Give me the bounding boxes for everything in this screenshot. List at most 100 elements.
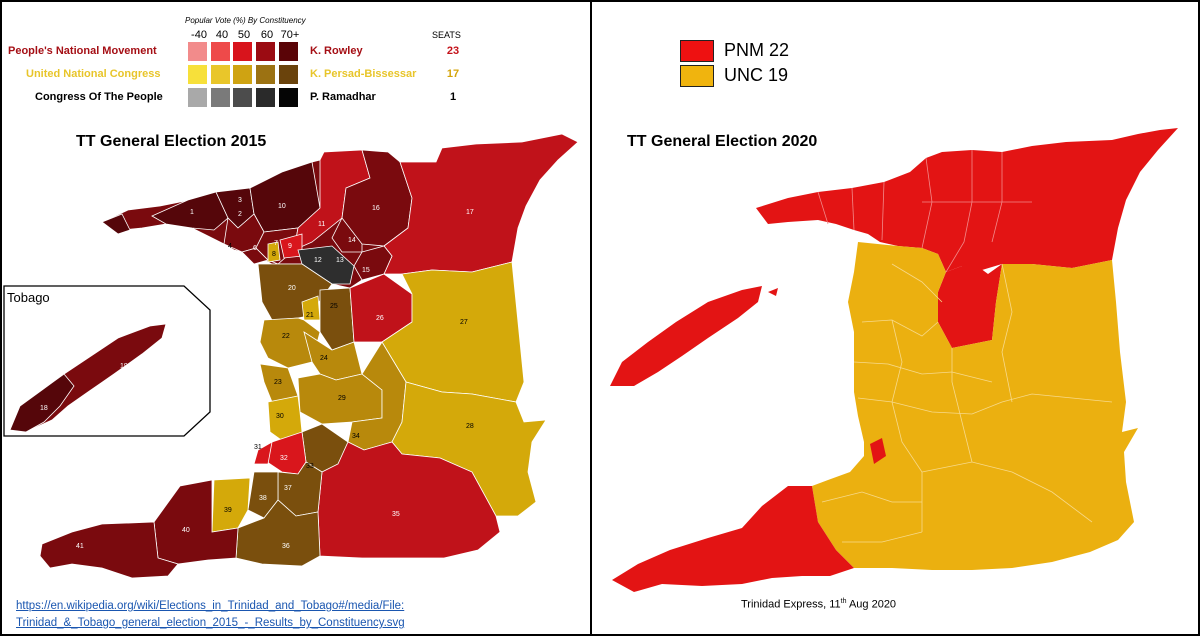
pnm-swatch <box>188 42 207 61</box>
range-label: 70+ <box>280 29 300 41</box>
trinidad-2015-map: 19 18 <box>3 133 579 579</box>
source-link[interactable]: https://en.wikipedia.org/wiki/Elections_… <box>16 598 496 632</box>
district-label: 13 <box>336 257 344 264</box>
district-label: 2 <box>238 211 242 218</box>
unc-swatch <box>211 65 230 84</box>
north-boundaries <box>817 150 1032 273</box>
north-pnm-2020 <box>756 128 1178 272</box>
district-label: 16 <box>372 205 380 212</box>
district-label: 37 <box>284 485 292 492</box>
district-label: 19 <box>120 363 128 370</box>
district-label: 33 <box>306 463 314 470</box>
district-25 <box>319 287 355 351</box>
district-label: 11 <box>318 221 325 228</box>
caption-text: Trinidad Express, 11 <box>741 598 841 611</box>
constituency-boundaries <box>821 263 1113 543</box>
range-label: 60 <box>260 29 274 41</box>
leader-unc: K. Persad-Bissessar <box>310 68 417 80</box>
seats-cop: 1 <box>449 91 457 103</box>
tobago-islet <box>768 288 778 296</box>
unc-legend-label: UNC 19 <box>724 65 789 85</box>
tobago-inset-frame <box>3 285 211 437</box>
district-label: 15 <box>362 267 370 274</box>
district-label: 17 <box>466 209 474 216</box>
district-label: 1 <box>190 209 194 216</box>
cop-swatch <box>256 88 275 107</box>
district-label: 28 <box>466 423 474 430</box>
range-label: 40 <box>215 29 229 41</box>
district-label: 38 <box>259 495 267 502</box>
tobago-inset-label: Tobago <box>7 290 50 305</box>
party-name-unc: United National Congress <box>26 68 161 80</box>
district-18 <box>9 373 75 433</box>
district-17 <box>383 133 579 275</box>
tip-island <box>101 213 131 235</box>
caption-sup: th <box>840 598 847 605</box>
district-label: 14 <box>348 237 356 244</box>
cop-swatch <box>279 88 298 107</box>
pnm-legend-label: PNM 22 <box>724 40 790 60</box>
district-label: 40 <box>182 527 190 534</box>
party-name-pnm: People's National Movement <box>8 45 157 57</box>
district-label: 29 <box>338 395 346 402</box>
cop-swatch <box>211 88 230 107</box>
pnm-swatch <box>211 42 230 61</box>
unc-swatch <box>188 65 207 84</box>
seats-unc: 17 <box>446 68 460 80</box>
district-label: 39 <box>224 507 232 514</box>
election-2015-panel: Popular Vote (%) By Constituency -40 40 … <box>0 0 592 636</box>
district-1 <box>151 191 229 231</box>
election-2020-panel: PNM 22 UNC 19 TT General Election 2020 <box>590 0 1200 636</box>
district-label: 35 <box>392 511 400 518</box>
popular-vote-caption: Popular Vote (%) By Constituency <box>185 16 306 25</box>
pnm-swatch <box>279 42 298 61</box>
district-label: 6 <box>253 245 257 252</box>
unc-swatch <box>279 65 298 84</box>
seats-header: SEATS <box>432 30 461 40</box>
district-label: 34 <box>352 433 360 440</box>
district-label: 3 <box>238 197 242 204</box>
district-31 <box>253 441 273 465</box>
district-14 <box>331 217 363 253</box>
leader-pnm: K. Rowley <box>310 45 363 57</box>
leader-cop: P. Ramadhar <box>310 91 376 103</box>
district-8 <box>267 241 281 263</box>
source-link-line2[interactable]: Trinidad_&_Tobago_general_election_2015_… <box>16 617 405 629</box>
southwest-pnm-2020 <box>612 486 854 592</box>
seats-pnm: 23 <box>446 45 460 57</box>
district-label: 22 <box>282 333 290 340</box>
district-label: 21 <box>306 312 314 319</box>
cop-swatch <box>233 88 252 107</box>
trinidad-2020-map <box>610 128 1178 592</box>
district-36 <box>235 499 321 567</box>
district-label: 25 <box>330 303 338 310</box>
pnm-swatch <box>256 42 275 61</box>
district-label: 27 <box>460 319 468 326</box>
pnm-swatch <box>233 42 252 61</box>
party-name-cop: Congress Of The People <box>35 91 163 103</box>
unc-swatch <box>256 65 275 84</box>
tobago-2020 <box>610 286 762 386</box>
source-caption-2020: Trinidad Express, 11th Aug 2020 <box>741 598 896 611</box>
district-39 <box>211 477 251 533</box>
district-41 <box>39 521 179 579</box>
district-label: 12 <box>314 257 322 264</box>
central-south-unc-2020 <box>812 242 1138 570</box>
district-label: 4 <box>228 243 232 250</box>
district-label: 23 <box>274 379 282 386</box>
pnm-legend-swatch <box>680 40 714 62</box>
district-label: 36 <box>282 543 290 550</box>
unc-legend-swatch <box>680 65 714 87</box>
district-label: 32 <box>280 455 288 462</box>
arima-pnm-2020 <box>938 262 1002 348</box>
cop-swatch <box>188 88 207 107</box>
district-label: 31 <box>254 444 262 451</box>
district-label: 10 <box>278 203 286 210</box>
source-link-line1[interactable]: https://en.wikipedia.org/wiki/Elections_… <box>16 600 405 612</box>
district-16 <box>341 149 413 247</box>
range-label: -40 <box>191 29 207 41</box>
range-label: 50 <box>237 29 251 41</box>
district-label: 24 <box>320 355 328 362</box>
map-title-2015: TT General Election 2015 <box>76 133 267 150</box>
district-label: 9 <box>288 243 292 250</box>
